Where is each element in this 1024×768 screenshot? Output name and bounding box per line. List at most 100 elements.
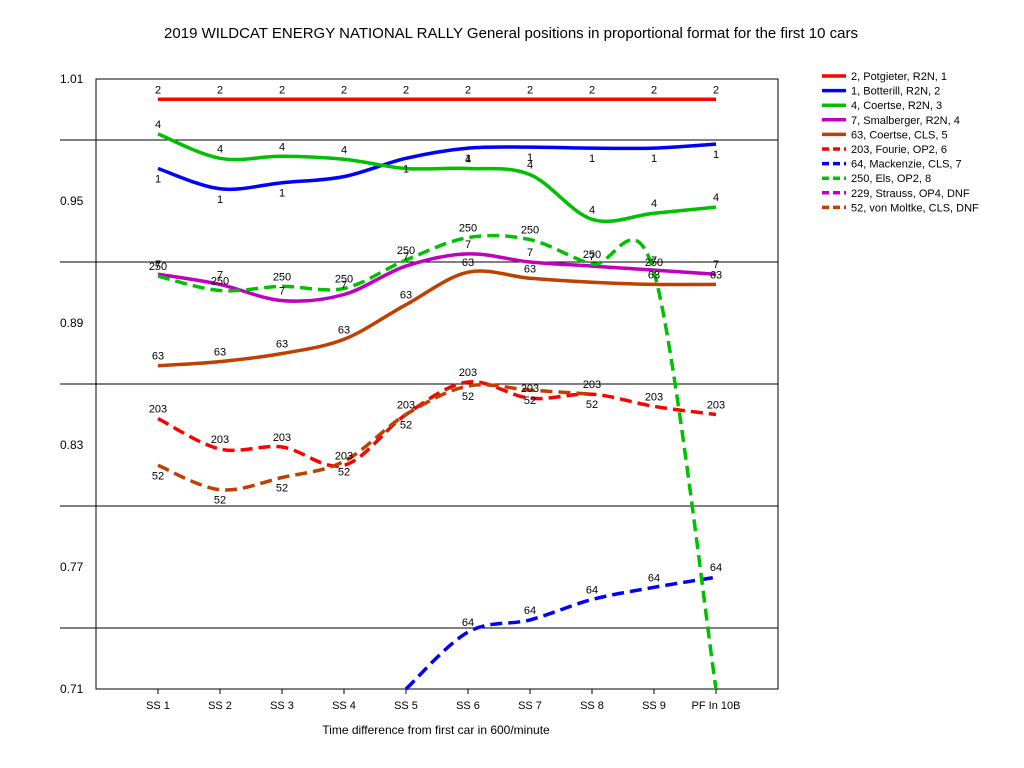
legend-entry: 63, Coertse, CLS, 5 bbox=[851, 129, 948, 141]
data-label: 4 bbox=[589, 204, 595, 216]
data-label: 250 bbox=[459, 223, 477, 235]
data-label: 63 bbox=[710, 269, 722, 281]
data-label: 4 bbox=[341, 144, 347, 156]
x-tick-label: SS 8 bbox=[580, 700, 604, 712]
series-line bbox=[157, 269, 717, 368]
series-layer bbox=[157, 97, 718, 691]
series-line bbox=[404, 575, 717, 691]
series-line bbox=[157, 142, 717, 192]
data-label: 203 bbox=[211, 434, 229, 446]
y-tick-label: 1.01 bbox=[60, 72, 84, 86]
data-label: 1 bbox=[217, 194, 223, 206]
data-label: 4 bbox=[217, 143, 223, 155]
series-line bbox=[157, 132, 717, 224]
data-label: 203 bbox=[521, 383, 539, 395]
y-tick-label: 0.89 bbox=[60, 316, 84, 330]
data-label: 250 bbox=[211, 275, 229, 287]
data-label: 52 bbox=[400, 420, 412, 432]
data-label: 2 bbox=[155, 84, 161, 96]
data-label: 1 bbox=[155, 173, 161, 185]
data-label: 203 bbox=[707, 400, 725, 412]
data-label: 52 bbox=[338, 466, 350, 478]
legend-entry: 4, Coertse, R2N, 3 bbox=[851, 100, 942, 112]
legend-entry: 229, Strauss, OP4, DNF bbox=[851, 188, 970, 200]
data-label: 4 bbox=[651, 198, 657, 210]
data-label: 2 bbox=[651, 84, 657, 96]
data-label: 1 bbox=[527, 152, 533, 164]
data-label: 203 bbox=[335, 450, 353, 462]
legend-entry: 52, von Moltke, CLS, DNF bbox=[851, 202, 979, 214]
x-tick-label: SS 7 bbox=[518, 700, 542, 712]
data-label: 250 bbox=[149, 261, 167, 273]
data-label: 250 bbox=[397, 245, 415, 257]
data-label: 2 bbox=[217, 84, 223, 96]
data-label: 4 bbox=[527, 160, 533, 172]
legend-entry: 203, Fourie, OP2, 6 bbox=[851, 144, 947, 156]
y-tick-label: 0.77 bbox=[60, 560, 84, 574]
series-line bbox=[157, 233, 718, 690]
data-label: 203 bbox=[583, 379, 601, 391]
legend-entry: 64, Mackenzie, CLS, 7 bbox=[851, 159, 962, 171]
data-label: 2 bbox=[589, 84, 595, 96]
legend-entry: 1, Botterill, R2N, 2 bbox=[851, 86, 940, 98]
data-label: 63 bbox=[648, 269, 660, 281]
x-tick-label: SS 3 bbox=[270, 700, 294, 712]
y-tick-label: 0.95 bbox=[60, 194, 84, 208]
data-label: 1 bbox=[403, 163, 409, 175]
data-label: 250 bbox=[273, 271, 291, 283]
axis-layer: 1.01 0.95 0.89 0.83 0.77 0.71 SS 1 SS 2 SS 3 SS 4… bbox=[60, 72, 740, 712]
data-label: 7 bbox=[589, 251, 595, 263]
data-label: 4 bbox=[279, 141, 285, 153]
series-line bbox=[157, 380, 717, 468]
data-label: 52 bbox=[524, 395, 536, 407]
legend-entry: 7, Smalberger, R2N, 4 bbox=[851, 115, 960, 127]
x-tick-label: PF In 10B bbox=[692, 700, 741, 712]
data-label: 203 bbox=[459, 367, 477, 379]
data-label: 203 bbox=[273, 432, 291, 444]
x-tick-label: SS 1 bbox=[146, 700, 170, 712]
data-label: 64 bbox=[586, 585, 598, 597]
data-label: 7 bbox=[465, 239, 471, 251]
data-label: 63 bbox=[400, 290, 412, 302]
data-label: 64 bbox=[648, 572, 660, 584]
data-label: 2 bbox=[713, 84, 719, 96]
data-label: 1 bbox=[589, 153, 595, 165]
y-tick-label: 0.71 bbox=[60, 682, 84, 696]
x-tick-label: SS 5 bbox=[394, 700, 418, 712]
data-label: 1 bbox=[651, 153, 657, 165]
data-label: 4 bbox=[465, 153, 471, 165]
data-label: 52 bbox=[586, 399, 598, 411]
y-tick-label: 0.83 bbox=[60, 438, 84, 452]
data-label: 64 bbox=[524, 605, 536, 617]
data-label: 2 bbox=[341, 84, 347, 96]
data-label: 63 bbox=[214, 347, 226, 359]
data-label: 1 bbox=[465, 153, 471, 165]
data-label: 63 bbox=[462, 257, 474, 269]
chart-title: 2019 WILDCAT ENERGY NATIONAL RALLY Gener… bbox=[164, 25, 858, 42]
data-label: 7 bbox=[403, 251, 409, 263]
data-label: 2 bbox=[465, 84, 471, 96]
data-label: 250 bbox=[521, 225, 539, 237]
data-label: 7 bbox=[155, 259, 161, 271]
data-label: 52 bbox=[276, 483, 288, 495]
data-label: 7 bbox=[527, 247, 533, 259]
x-tick-label: SS 2 bbox=[208, 700, 232, 712]
data-label: 2 bbox=[279, 84, 285, 96]
data-label: 1 bbox=[713, 149, 719, 161]
x-tick-label: SS 9 bbox=[642, 700, 666, 712]
data-label: 52 bbox=[462, 391, 474, 403]
data-label: 250 bbox=[335, 273, 353, 285]
data-label: 7 bbox=[713, 259, 719, 271]
data-label: 52 bbox=[152, 470, 164, 482]
grid-layer bbox=[60, 78, 779, 690]
data-label: 63 bbox=[338, 324, 350, 336]
x-tick-label: SS 4 bbox=[332, 700, 356, 712]
data-label: 64 bbox=[462, 617, 474, 629]
x-axis-label: Time difference from first car in 600/mi… bbox=[322, 723, 550, 737]
data-label: 63 bbox=[276, 339, 288, 351]
data-label: 64 bbox=[710, 562, 722, 574]
data-label: 7 bbox=[341, 280, 347, 292]
data-label: 250 bbox=[583, 249, 601, 261]
